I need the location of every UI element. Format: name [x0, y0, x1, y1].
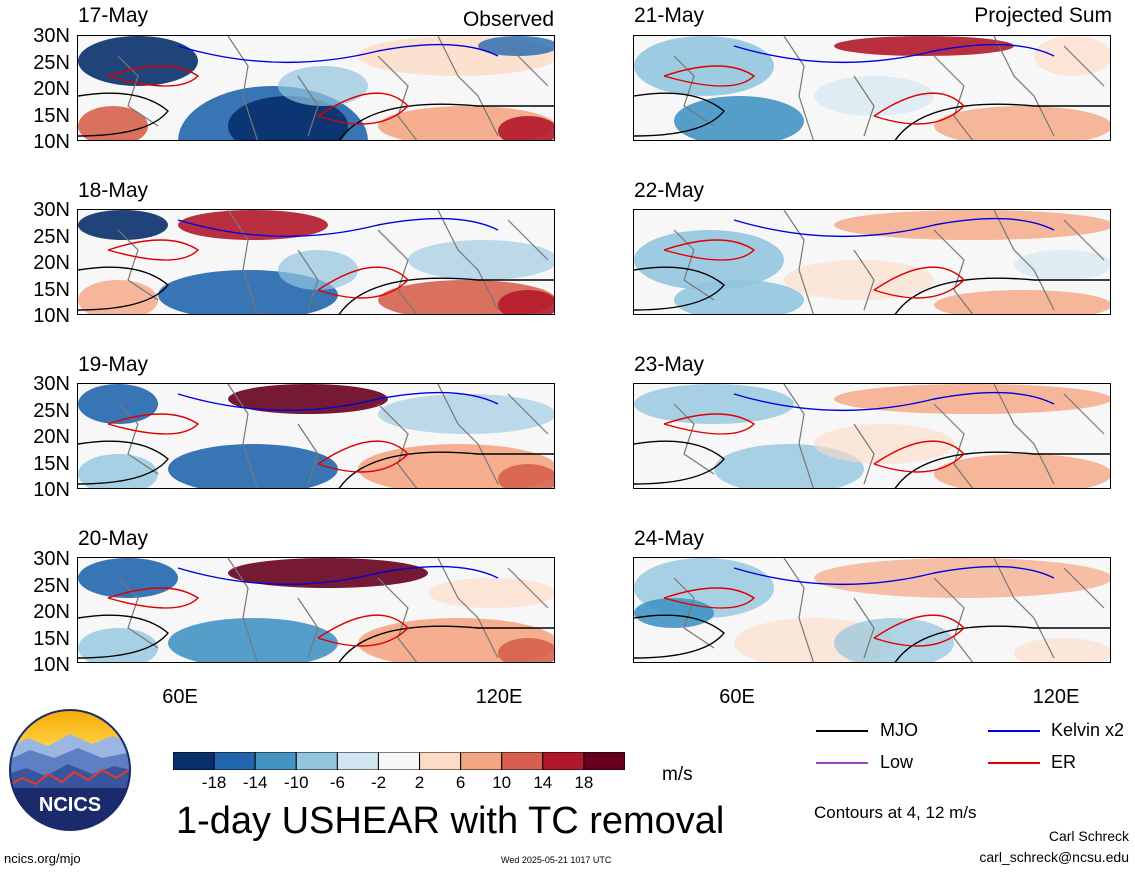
lat-axis: 30N 25N 20N 15N 10N: [33, 373, 70, 501]
contours-note: Contours at 4, 12 m/s: [814, 803, 977, 822]
legend-label-kelvin: Kelvin x2: [1051, 720, 1125, 740]
colorbar-tick-label: -2: [370, 773, 387, 792]
panel-date-label: 19-May: [78, 353, 149, 376]
author-email[interactable]: carl_schreck@ncsu.edu: [979, 849, 1129, 865]
shear-field: [78, 384, 554, 488]
shear-field: [78, 558, 554, 662]
legend-label-er: ER: [1051, 752, 1077, 772]
colorbar-swatch: [254, 751, 297, 771]
panel-date-label: 22-May: [634, 179, 705, 202]
colorbar-swatch: [213, 751, 256, 771]
legend-line-mjo: [816, 730, 868, 732]
colorbar-swatch: [336, 751, 379, 771]
observed-heading: Observed: [462, 8, 554, 31]
logo-text: NCICS: [39, 794, 101, 816]
panel-date-label: 20-May: [78, 527, 149, 550]
colorbar-tick-label: 18: [574, 773, 594, 792]
colorbar-swatch: [295, 751, 338, 771]
lat-axis: 30N 25N 20N 15N 10N: [33, 25, 70, 153]
website-link[interactable]: ncics.org/mjo: [4, 851, 81, 866]
colorbar-tick-label: -6: [329, 773, 345, 792]
map-panel: [77, 557, 555, 663]
map-panel: [77, 209, 555, 315]
colorbar-swatch: [172, 751, 215, 771]
legend-label-mjo: MJO: [880, 720, 918, 740]
projected-heading: Projected Sum: [974, 4, 1112, 27]
map-panel: [633, 383, 1111, 489]
lon-label: 60E: [162, 686, 198, 708]
colorbar-tick-label: -14: [242, 773, 268, 792]
lon-label: 120E: [1032, 686, 1080, 708]
colorbar-swatch: [583, 751, 626, 771]
legend-label-low: Low: [880, 752, 914, 772]
colorbar-tick-label: -18: [201, 773, 227, 792]
legend-line-kelvin: [988, 730, 1040, 732]
panel-date-label: 24-May: [634, 527, 705, 550]
shear-field: [634, 210, 1110, 314]
legend-line-low: [816, 762, 868, 764]
map-panel: [77, 35, 555, 141]
map-panel: [77, 383, 555, 489]
legend: MJO Kelvin x2 Low ER: [816, 720, 1126, 780]
colorbar-tick-label: 10: [492, 773, 512, 792]
legend-line-er: [988, 762, 1040, 764]
map-panel: [633, 557, 1111, 663]
map-panel: [633, 209, 1111, 315]
ncics-logo: NCICS: [8, 708, 132, 832]
lon-label: 120E: [475, 686, 523, 708]
colorbar-tick-label: -10: [284, 773, 309, 792]
colorbar-units: m/s: [662, 764, 693, 785]
colorbar-swatch: [501, 751, 544, 771]
panel-date-label: 17-May: [78, 4, 149, 27]
colorbar-swatch: [377, 751, 421, 771]
panel-date-label: 21-May: [634, 4, 705, 27]
colorbar-swatch: [460, 751, 503, 771]
colorbar-swatch: [419, 751, 462, 771]
colorbar-tick-label: 6: [455, 773, 466, 792]
panel-date-label: 23-May: [634, 353, 705, 376]
lon-label: 60E: [719, 686, 755, 708]
shear-field: [634, 558, 1110, 662]
map-panel: [633, 35, 1111, 141]
lat-axis: 30N 25N 20N 15N 10N: [33, 548, 70, 676]
colorbar-swatch: [542, 751, 585, 771]
colorbar: [172, 751, 626, 771]
lat-axis: 30N 25N 20N 15N 10N: [33, 199, 70, 327]
shear-field: [634, 384, 1110, 488]
shear-field: [78, 210, 554, 314]
timestamp: Wed 2025-05-21 1017 UTC: [501, 855, 612, 865]
colorbar-tick-label: 2: [414, 773, 425, 792]
figure-title: 1-day USHEAR with TC removal: [176, 800, 725, 842]
colorbar-tick-label: 14: [533, 773, 553, 792]
colorbar-swatches: [172, 751, 626, 771]
author-name: Carl Schreck: [1048, 828, 1129, 844]
shear-field: [78, 36, 554, 140]
panel-date-label: 18-May: [78, 179, 149, 202]
shear-field: [634, 36, 1110, 140]
